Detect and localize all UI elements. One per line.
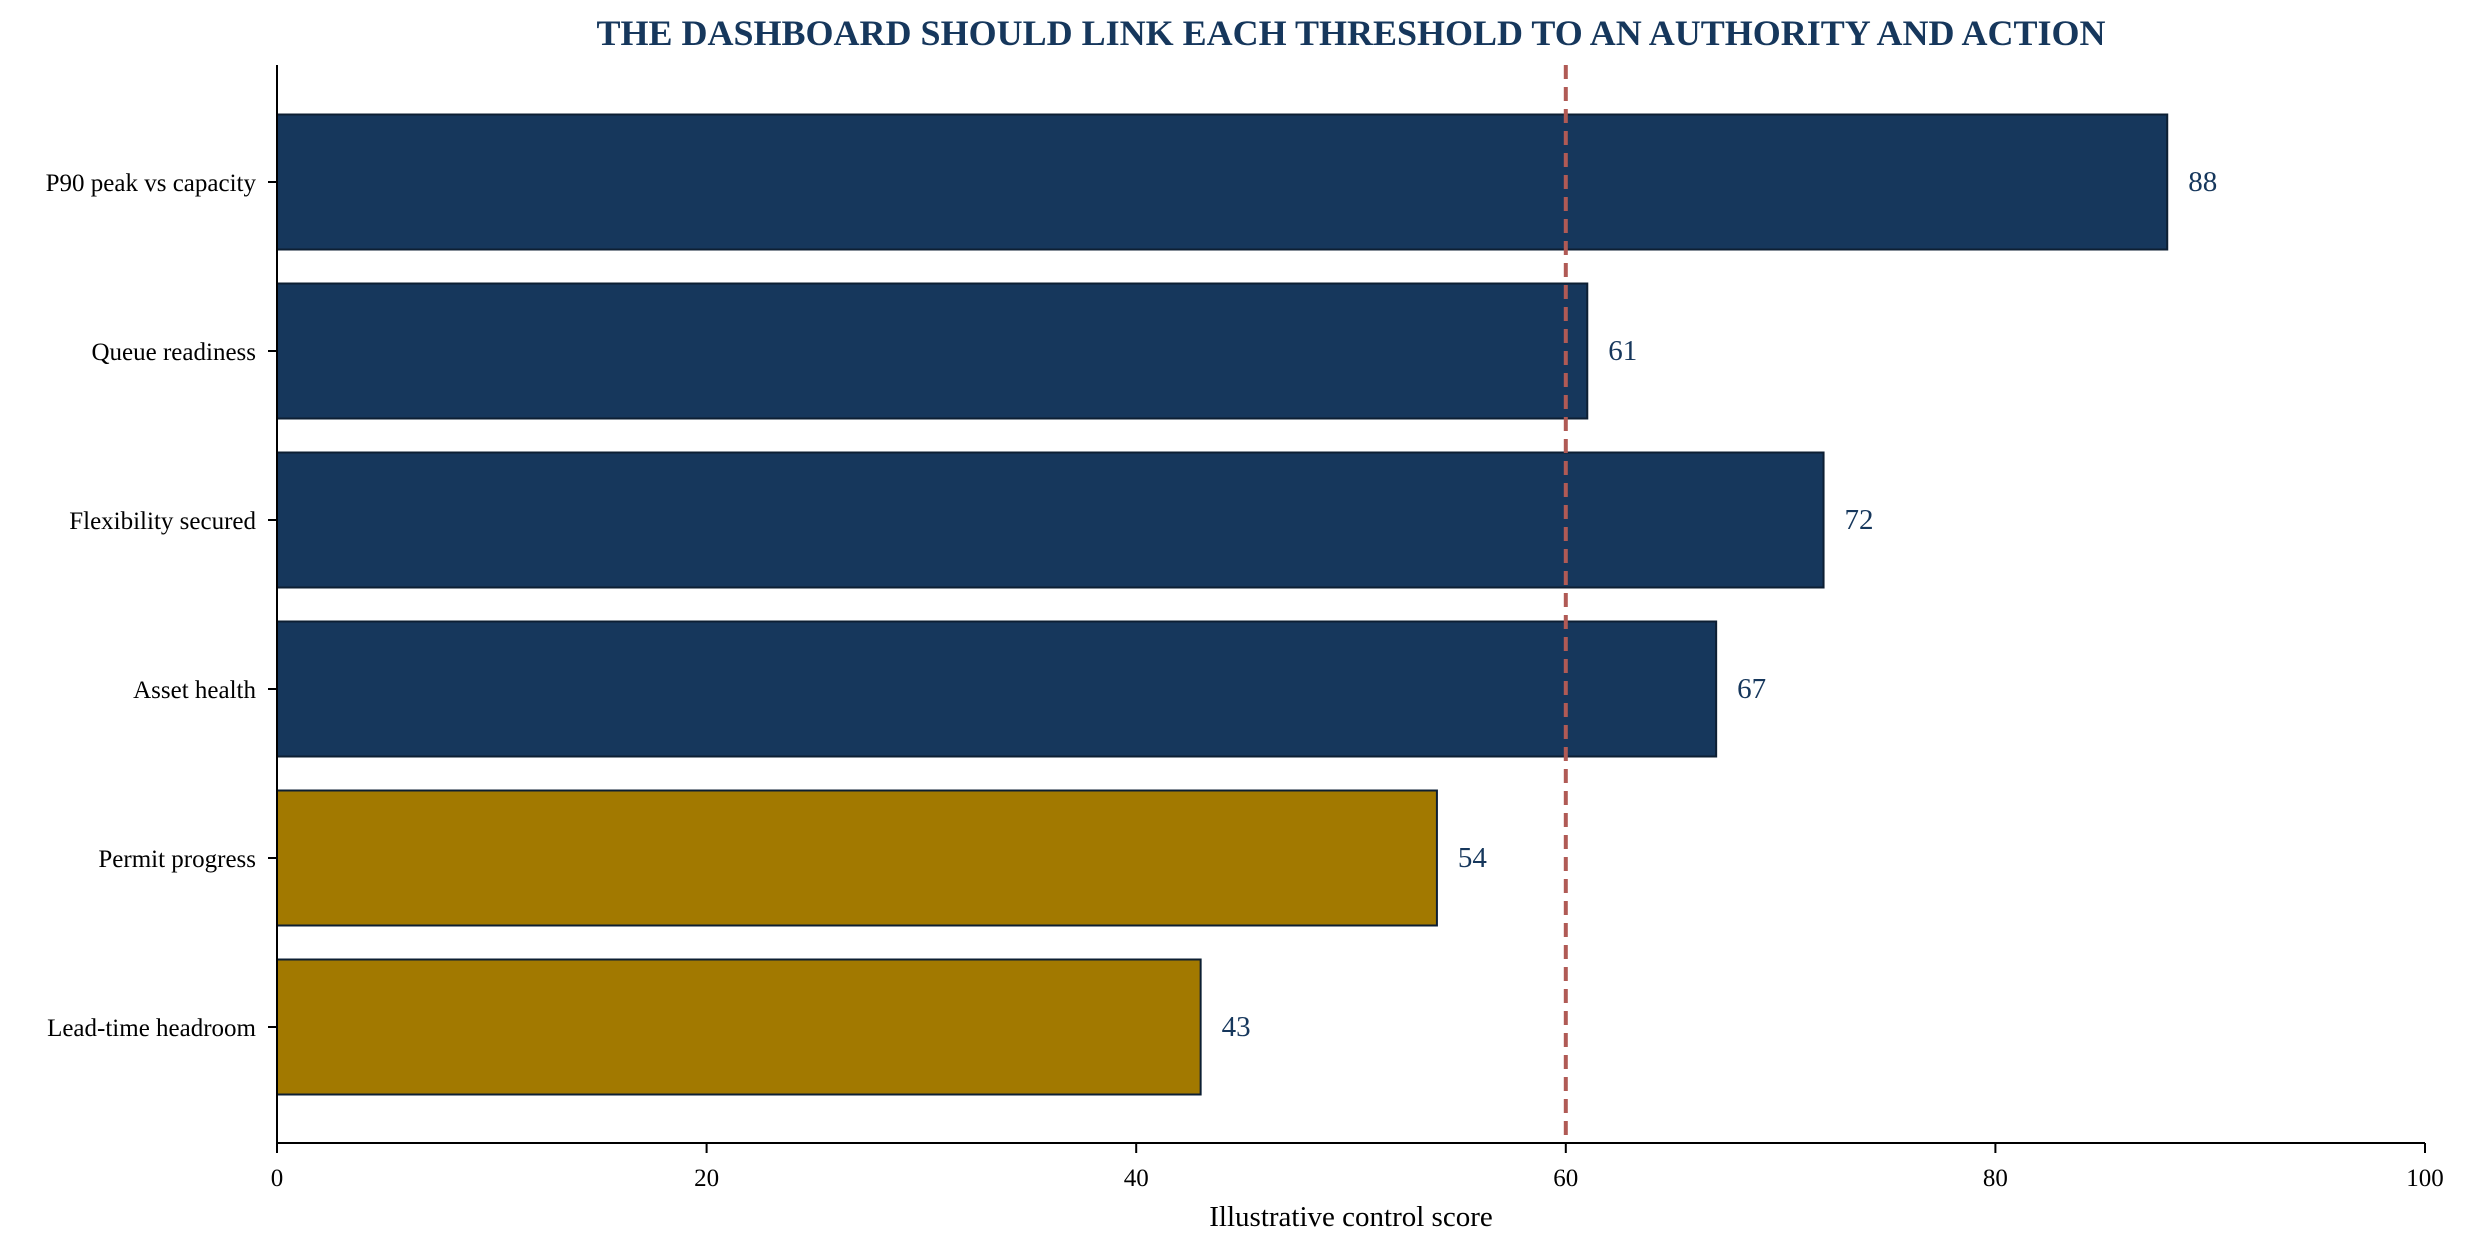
x-tick-label: 40 — [1124, 1165, 1149, 1192]
x-axis-label: Illustrative control score — [1209, 1201, 1492, 1233]
y-tick-label: Queue readiness — [91, 339, 256, 366]
data-label-flexibility-secured: 72 — [1845, 504, 1874, 536]
data-label-permit-progress: 54 — [1458, 842, 1488, 874]
data-label-asset-health: 67 — [1737, 673, 1766, 705]
y-tick-label: Permit progress — [98, 846, 256, 873]
data-label-lead-time-headroom: 43 — [1222, 1011, 1251, 1043]
bar-queue-readiness — [276, 282, 1589, 420]
x-tick-label: 80 — [1983, 1165, 2008, 1192]
x-tick-label: 60 — [1553, 1165, 1578, 1192]
bar-flexibility-secured — [276, 451, 1825, 589]
y-tick-label: P90 peak vs capacity — [46, 170, 257, 197]
data-label-p90-peak-vs-capacity: 88 — [2188, 166, 2217, 198]
y-tick-label: Lead-time headroom — [47, 1015, 256, 1042]
chart-title: THE DASHBOARD SHOULD LINK EACH THRESHOLD… — [597, 13, 2106, 53]
bar-p90-peak-vs-capacity — [276, 113, 2169, 251]
bar-lead-time-headroom — [276, 958, 1202, 1096]
data-label-queue-readiness: 61 — [1608, 335, 1637, 367]
bars-layer — [276, 113, 2169, 1096]
y-tick-label: Asset health — [133, 677, 256, 704]
bar-permit-progress — [276, 789, 1438, 927]
x-tick-label: 0 — [271, 1165, 284, 1192]
x-tick-label: 20 — [694, 1165, 719, 1192]
y-tick-label: Flexibility secured — [69, 508, 256, 535]
x-tick-label: 100 — [2406, 1165, 2444, 1192]
axes-layer — [268, 65, 2426, 1153]
bar-asset-health — [276, 620, 1718, 758]
labels-layer: P90 peak vs capacity 88 Queue readiness 61 F… — [46, 166, 2444, 1192]
